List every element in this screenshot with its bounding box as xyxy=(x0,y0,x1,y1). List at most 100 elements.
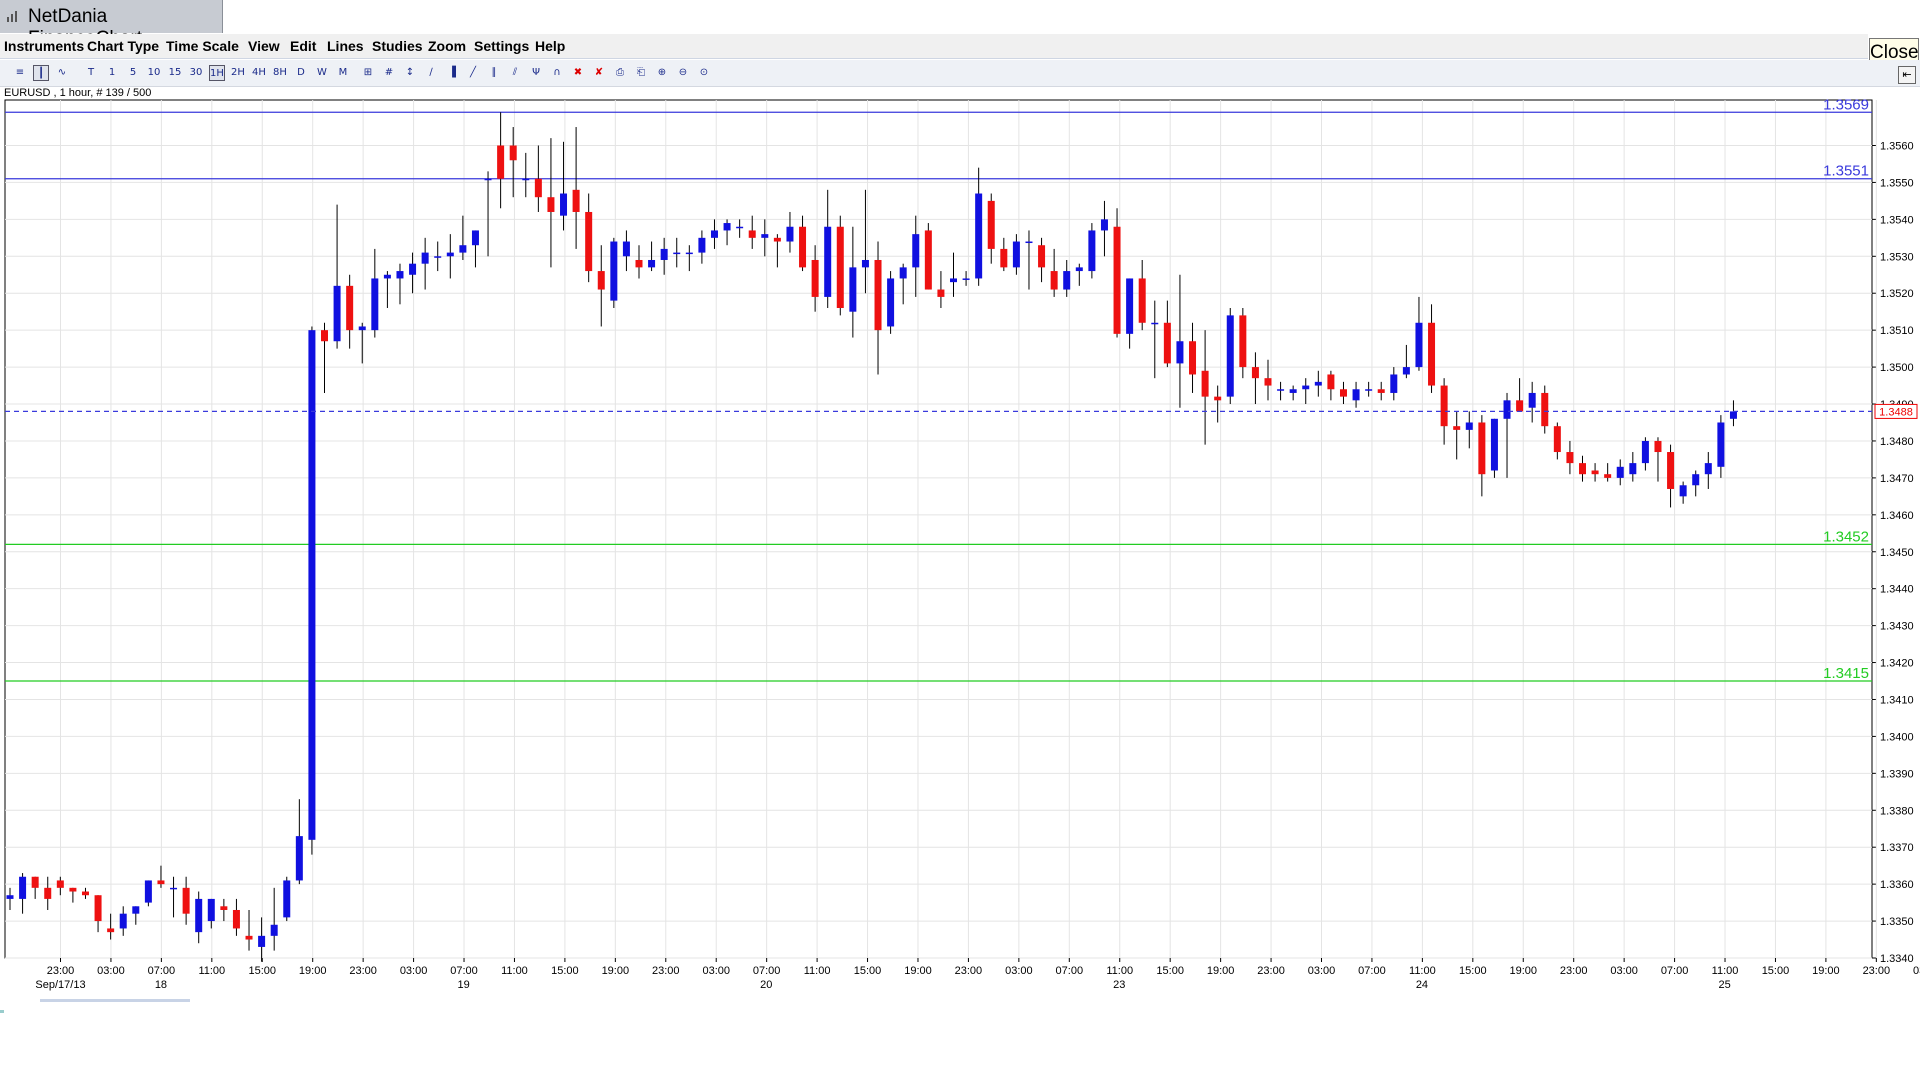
candle-up xyxy=(308,330,316,840)
menu-studies[interactable]: Studies xyxy=(372,38,423,54)
y-tick-label: 1.3500 xyxy=(1880,362,1914,374)
x-tick-label: 03:00 xyxy=(1610,965,1638,977)
candle-up xyxy=(1012,241,1020,268)
interval-button-w[interactable]: W xyxy=(317,67,327,78)
candle-down xyxy=(232,909,240,929)
candle-up xyxy=(723,223,731,231)
candle-down xyxy=(1339,389,1347,397)
candle-down xyxy=(497,145,505,179)
grid-icon[interactable]: # xyxy=(384,67,394,78)
candle-down xyxy=(987,200,995,249)
x-tick-label: 19:00 xyxy=(904,965,932,977)
candle-up xyxy=(736,226,744,229)
date-label: 19 xyxy=(457,979,469,991)
interval-button-1h[interactable]: 1H xyxy=(209,65,225,81)
candle-up xyxy=(622,241,630,257)
x-tick-label: 19:00 xyxy=(1812,965,1840,977)
bar-chart-icon[interactable]: ≡ xyxy=(15,67,25,78)
horizontal-scrollbar[interactable] xyxy=(40,999,190,1002)
volume-icon[interactable]: ▐ xyxy=(448,67,456,78)
channel-icon[interactable]: ∥ xyxy=(491,67,497,78)
menu-settings[interactable]: Settings xyxy=(474,38,530,54)
x-tick-label: 11:00 xyxy=(1712,965,1739,977)
menu-lines[interactable]: Lines xyxy=(327,38,364,54)
interval-button-15[interactable]: 15 xyxy=(168,67,182,78)
collapse-panel-icon[interactable]: ⇤ xyxy=(1898,66,1916,84)
menu-bar: Instruments Chart Type Time Scale View Edit L… xyxy=(0,34,1868,59)
interval-button-30[interactable]: 30 xyxy=(189,67,203,78)
menu-chart-type[interactable]: Chart Type xyxy=(87,38,160,54)
print-preview-icon[interactable]: ⎗ xyxy=(637,67,645,78)
interval-button-10[interactable]: 10 xyxy=(147,67,161,78)
menu-help[interactable]: Help xyxy=(535,38,566,54)
candle-down xyxy=(924,230,932,290)
x-tick-label: 07:00 xyxy=(450,965,478,977)
candle-up xyxy=(1100,219,1108,231)
candle-down xyxy=(547,197,555,212)
trendline-icon[interactable]: ∕ xyxy=(429,67,433,78)
menu-instruments[interactable]: Instruments xyxy=(4,38,85,54)
x-tick-label: 23:00 xyxy=(652,965,680,977)
candle-up xyxy=(887,278,895,327)
pitchfork-icon[interactable]: Ψ xyxy=(532,67,540,78)
candle-down xyxy=(1541,392,1549,427)
interval-button-1[interactable]: 1 xyxy=(108,67,116,78)
menu-time-scale[interactable]: Time Scale xyxy=(166,38,239,54)
interval-button-t[interactable]: T xyxy=(87,67,95,78)
y-tick-label: 1.3390 xyxy=(1880,768,1914,780)
menu-edit[interactable]: Edit xyxy=(290,38,317,54)
x-tick-label: 03:00 xyxy=(1308,965,1336,977)
interval-button-4h[interactable]: 4H xyxy=(252,67,266,78)
interval-button-m[interactable]: M xyxy=(338,67,348,78)
x-tick-label: 19:00 xyxy=(1509,965,1537,977)
fibonacci-icon[interactable]: ↕ xyxy=(405,67,415,78)
candle-down xyxy=(748,230,756,238)
candle-up xyxy=(434,256,442,258)
candle-down xyxy=(44,887,52,899)
y-tick-label: 1.3380 xyxy=(1880,805,1914,817)
candle-down xyxy=(1440,385,1448,427)
candle-up xyxy=(258,935,266,947)
interval-button-d[interactable]: D xyxy=(297,67,305,78)
print-icon[interactable]: ⎙ xyxy=(616,67,624,78)
candle-up xyxy=(1025,241,1033,244)
menu-zoom[interactable]: Zoom xyxy=(428,38,467,54)
interval-button-2h[interactable]: 2H xyxy=(231,67,245,78)
menu-view[interactable]: View xyxy=(248,38,280,54)
crosshair-icon[interactable]: ⊞ xyxy=(363,67,373,78)
y-tick-label: 1.3510 xyxy=(1880,325,1914,337)
candlestick-icon[interactable]: ┃ xyxy=(33,65,49,81)
x-tick-label: 15:00 xyxy=(1459,965,1487,977)
delete-icon[interactable]: ✖ xyxy=(573,67,583,78)
candle-down xyxy=(81,891,89,896)
zoom-out-icon[interactable]: ⊖ xyxy=(678,67,688,78)
plot-area[interactable] xyxy=(4,99,1873,959)
candle-down xyxy=(321,330,328,342)
y-tick-label: 1.3440 xyxy=(1880,584,1914,596)
candle-up xyxy=(849,267,857,312)
y-tick-label: 1.3560 xyxy=(1880,141,1914,153)
zoom-in-icon[interactable]: ⊕ xyxy=(657,67,667,78)
candle-up xyxy=(1390,374,1398,393)
candle-up xyxy=(446,252,454,257)
zoom-reset-icon[interactable]: ⊙ xyxy=(699,67,709,78)
interval-button-5[interactable]: 5 xyxy=(129,67,137,78)
candle-down xyxy=(1516,400,1524,412)
candle-up xyxy=(1075,267,1083,272)
candle-down xyxy=(245,935,253,940)
parallel-lines-icon[interactable]: ⫽ xyxy=(512,67,518,78)
line-chart-icon[interactable]: ∿ xyxy=(57,67,67,78)
delete-all-icon[interactable]: ✘ xyxy=(594,67,604,78)
candle-up xyxy=(6,895,14,899)
interval-button-8h[interactable]: 8H xyxy=(273,67,287,78)
candle-down xyxy=(1264,378,1272,386)
candle-down xyxy=(1428,322,1436,386)
draw-line-icon[interactable]: ╱ xyxy=(469,67,477,78)
candle-down xyxy=(509,145,517,161)
candle-down xyxy=(220,906,228,910)
magnet-icon[interactable]: ∩ xyxy=(553,67,561,78)
candle-up xyxy=(1465,422,1473,430)
candle-up xyxy=(761,234,769,238)
candle-up xyxy=(861,259,869,268)
